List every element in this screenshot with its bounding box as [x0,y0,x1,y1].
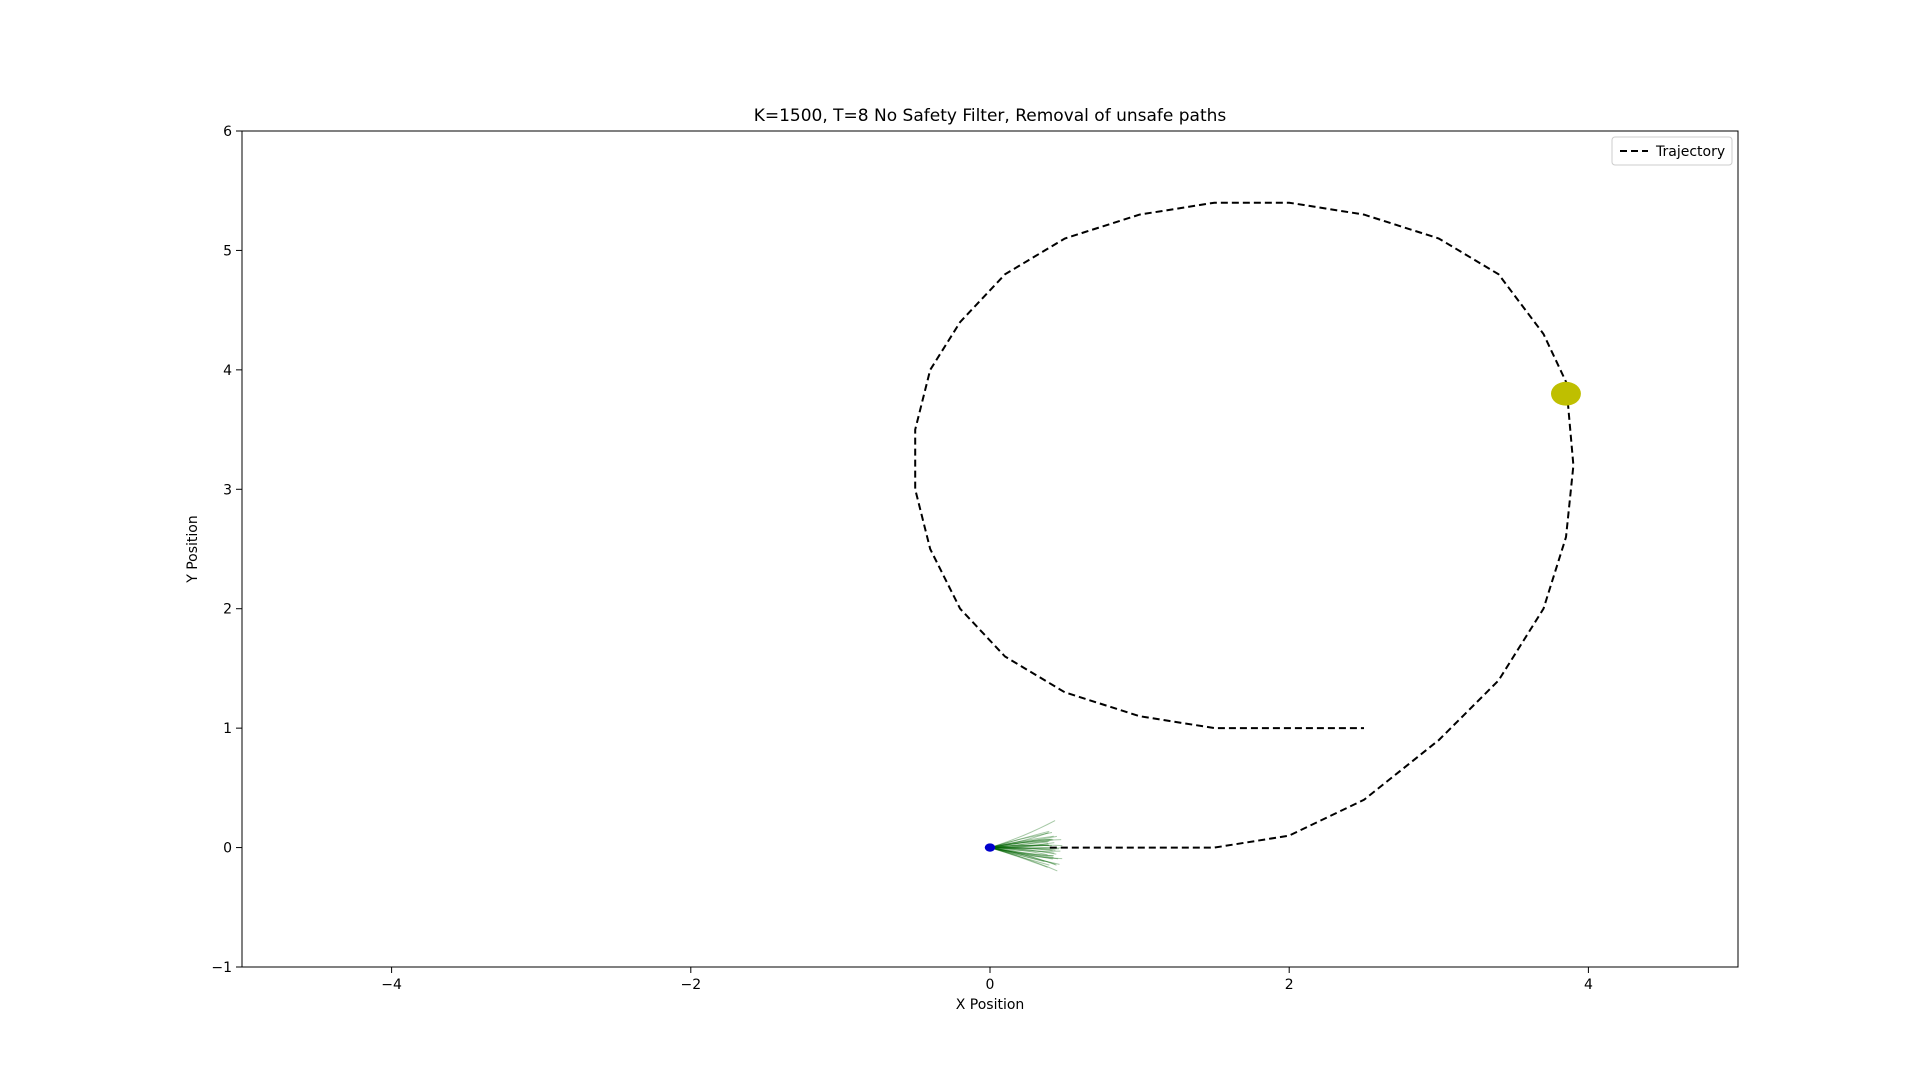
y-tick-label: 0 [223,841,232,857]
y-tick-label: 4 [223,363,232,379]
rollout-path [989,847,1055,854]
y-tick-label: 2 [223,602,232,618]
x-tick-label: −2 [680,977,701,993]
rollout-path [989,846,1052,849]
rollout-path [989,832,1053,849]
rollout-path [989,847,1057,855]
y-axis-ticks: −1 0 1 2 3 4 5 6 [211,124,242,976]
rollout-path [989,839,1054,849]
plot-frame [241,130,1739,968]
rollout-path [989,843,1049,849]
rollout-path [989,840,1050,849]
rollout-path [989,847,1048,856]
x-axis-ticks: −4 −2 0 2 4 [381,967,1593,993]
rollout-path [989,847,1061,852]
chart-title: K=1500, T=8 No Safety Filter, Removal of… [754,106,1227,126]
rollout-path [989,846,1056,851]
legend: Trajectory [1611,136,1733,166]
rollout-path [989,830,1050,849]
rollout-path [989,842,1055,849]
rollout-path [989,847,1056,865]
rollout-path [989,841,1048,849]
rollout-path [989,838,1053,849]
rollout-path [989,844,1050,849]
rollout-path [989,847,1053,852]
rollout-path [989,832,1049,849]
y-tick-label: 1 [223,721,232,737]
x-tick-label: 4 [1584,977,1593,993]
y-tick-label: −1 [211,960,232,976]
rollout-path [989,844,1063,849]
x-tick-label: −4 [381,977,402,993]
rollout-path [989,847,1054,857]
y-tick-label: 6 [223,124,232,140]
marker-goal [1551,381,1581,406]
rollout-path [989,847,1057,866]
rollout-path [989,847,1054,857]
rollout-path [989,847,1058,872]
y-tick-label: 5 [223,243,232,259]
rollout-path [989,847,1060,865]
legend-label-trajectory: Trajectory [1655,144,1725,160]
rollout-path [989,844,1052,849]
rollout-path [989,847,1059,860]
rollout-path [989,847,1060,850]
x-tick-label: 2 [1285,977,1294,993]
rollout-path [989,847,1053,860]
rollout-path [989,838,1051,849]
rollout-path [989,839,1062,849]
rollout-path [989,847,1050,866]
x-axis-label: X Position [956,997,1025,1013]
rollout-path [989,835,1057,849]
legend-box [1611,136,1733,166]
rollout-path [989,847,1063,860]
y-tick-label: 3 [223,482,232,498]
rollout-path [990,844,1050,849]
marker-robot [984,843,996,852]
rollout-path [989,835,1054,849]
x-tick-label: 0 [986,977,995,993]
series-line-trajectory [914,201,1575,849]
rollout-path [989,847,1048,868]
y-axis-label: Y Position [185,515,201,584]
rollout-paths [989,820,1063,872]
rollout-path [989,820,1056,849]
series-group [914,201,1575,849]
rollout-path [989,847,1054,859]
rollout-path [989,847,1045,863]
markers-group [984,381,1581,852]
